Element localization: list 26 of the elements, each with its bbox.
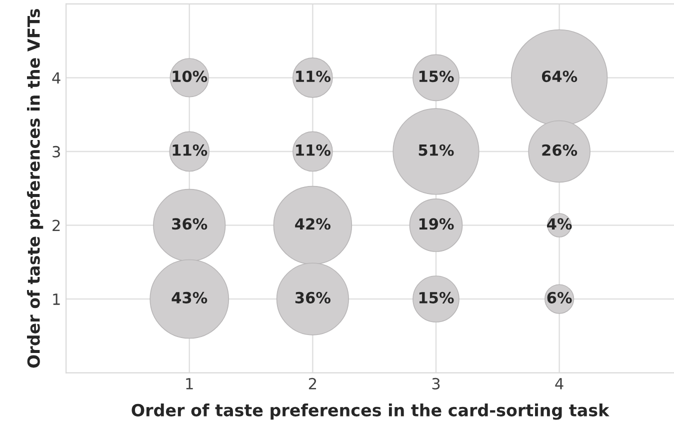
x-tick-label: 1: [186, 378, 193, 390]
annotation: 19%: [419, 218, 454, 230]
annotation: 4%: [547, 218, 572, 230]
y-tick-label: 4: [52, 72, 60, 84]
annotation: 64%: [542, 70, 578, 82]
annotation: 11%: [296, 70, 330, 82]
annotation: 15%: [419, 292, 454, 304]
annotation: 11%: [296, 144, 330, 156]
y-axis-title: Order of taste preferences in the VFTs: [27, 8, 44, 368]
x-tick-label: 3: [432, 378, 440, 390]
annotation: 51%: [418, 144, 454, 156]
annotation: 15%: [419, 70, 454, 82]
y-tick-label: 3: [52, 146, 60, 158]
annotation: 36%: [172, 218, 208, 230]
y-tick-label: 1: [53, 294, 60, 305]
annotation: 26%: [542, 144, 578, 156]
annotation: 42%: [295, 218, 330, 230]
annotation: 6%: [547, 292, 572, 304]
x-axis-title: Order of taste preferences in the card-sorting task: [132, 404, 610, 420]
annotation: 10%: [172, 70, 208, 82]
x-tick-label: 4: [555, 378, 564, 390]
annotation: 36%: [295, 292, 330, 304]
annotation: 11%: [172, 144, 208, 156]
annotation: 43%: [172, 292, 208, 304]
y-tick-label: 2: [52, 220, 60, 232]
x-tick-label: 2: [308, 378, 316, 390]
